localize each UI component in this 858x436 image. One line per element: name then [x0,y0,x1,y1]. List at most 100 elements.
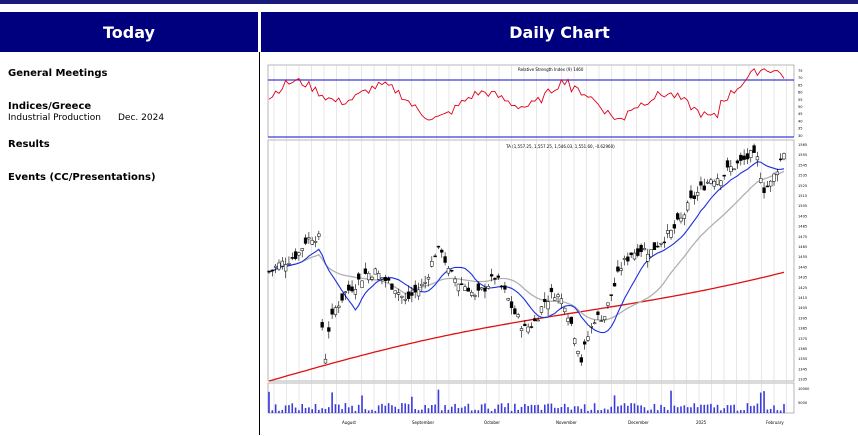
candle-body [267,270,271,273]
month-labels: August September October November December 20… [342,420,784,425]
candle-body [456,283,461,292]
candle-body [493,277,497,280]
volume-bar [620,405,622,413]
candle-body [360,280,364,288]
today-header: Today [0,12,258,52]
volume-bar [560,406,563,413]
candle-body [513,308,517,315]
candle-body [549,287,554,293]
volume-bar [437,389,440,413]
candle-body [473,295,477,297]
price-tick-label: 1475 [798,235,807,239]
price-tick-label: 1335 [798,378,807,382]
volume-bar [743,410,745,413]
candle-body [303,237,308,244]
volume-bar [769,408,772,413]
volume-bar [477,410,480,413]
volume-bar [500,403,503,413]
candle-body [519,328,524,331]
volume-bar [304,407,307,413]
volume-bar [434,404,436,413]
price-tick-label: 1365 [798,347,807,351]
volume-bar [470,410,473,413]
volume-bar [401,403,403,413]
volume-bar [527,405,529,413]
ma-mid-line [268,170,785,321]
volume-bar [746,403,749,413]
volume-bar [766,409,769,413]
volume-bar [271,410,274,413]
candle-body [523,323,527,327]
price-tick-label: 1375 [798,337,807,341]
volume-bar [610,406,613,413]
volume-bar [567,407,569,413]
candle-body [436,245,441,248]
volume-bar [686,407,689,413]
daily-chart-svg: Relative Strength Index (9) 1460 TA (1,5… [266,60,836,432]
price-tick-label: 1445 [798,265,807,269]
indices-item-date: Dec. 2024 [118,113,165,123]
price-tick-label: 1405 [798,306,807,310]
volume-bar [480,404,483,413]
candle-body [536,319,540,322]
candle-body [699,181,703,186]
candle-body [739,154,743,161]
volume-bar [733,404,735,413]
rsi-tick-label: 75 [798,69,803,73]
rsi-tick-label: 70 [798,76,803,80]
volume-bar [543,404,546,413]
volume-bar [308,407,310,413]
volume-bar [514,403,516,413]
volume-bar [633,403,636,413]
candle-body [406,291,411,299]
volume-bar [294,407,297,413]
candle-body [400,295,404,298]
volume-bar [759,392,762,413]
volume-bar [281,409,284,413]
volume-bar [553,407,556,413]
candle-body [533,318,537,322]
month-label: October [484,420,500,425]
volume-bar [580,408,583,413]
volume-bar [414,409,416,413]
volume-bar [377,405,380,413]
candle-body [440,249,444,253]
volume-bar [640,405,642,413]
volume-bar [484,403,486,413]
volume-bar [321,408,323,413]
candle-body [496,275,500,278]
volume-bar [268,391,270,413]
candle-body [762,187,766,193]
ma-fast-line [268,161,785,334]
candle-body [413,284,417,293]
candle-body [639,244,643,252]
volume-bar [341,409,343,413]
candle-body [287,263,291,265]
volume-bar [454,403,456,413]
month-label: November [556,420,577,425]
indices-item: Industrial Production Dec. 2024 [8,113,253,123]
candle-body [410,292,414,296]
candle-body [602,316,607,320]
volume-bar [361,395,363,413]
candle-body [386,278,391,281]
candle-body [676,213,680,220]
candle-body [586,336,590,341]
candle-body [725,160,730,168]
volume-bar [460,407,463,413]
volume-tick-label: 5000 [798,401,808,405]
candle-body [317,233,321,237]
candle-body [340,293,344,301]
daily-chart: Relative Strength Index (9) 1460 TA (1,5… [266,60,836,432]
volume-bar [411,396,413,413]
volume-bar [337,404,340,413]
volume-bar [391,405,393,413]
price-panel [267,139,795,382]
volume-bar [497,404,500,413]
candle-body [722,174,726,177]
volume-bar [311,409,313,413]
volume-bar [670,390,672,413]
candle-body [476,283,480,291]
candle-body [450,270,454,272]
candle-body [732,168,736,171]
